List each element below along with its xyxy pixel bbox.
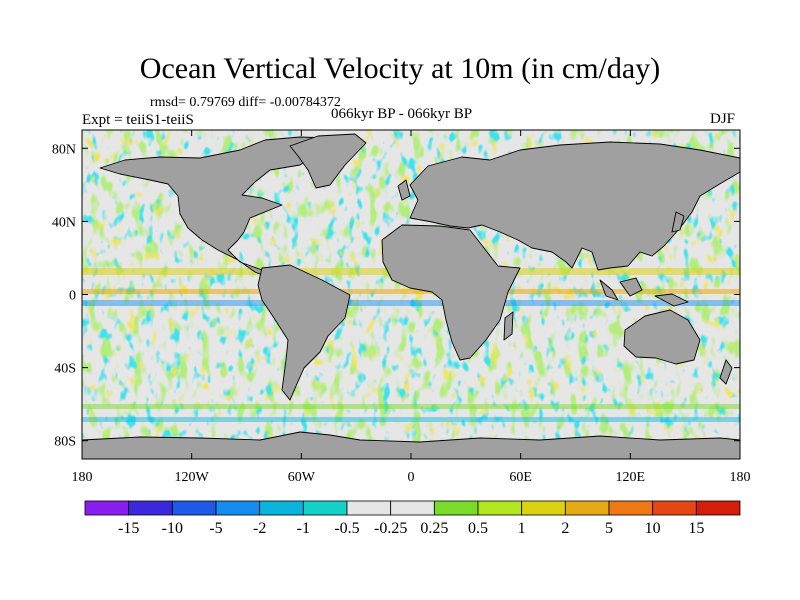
equatorial-band-south xyxy=(82,300,740,306)
colorbar-swatch xyxy=(477,500,523,516)
colorbar-swatch xyxy=(84,500,130,516)
colorbar-swatch xyxy=(521,500,566,516)
colorbar-label: 5 xyxy=(605,520,613,537)
experiment-label: Expt = teiiS1-teiiS xyxy=(82,112,194,128)
equatorial-band xyxy=(82,289,740,294)
colorbar-label: 2 xyxy=(561,520,569,537)
colorbar-label: 1 xyxy=(518,520,526,537)
lat-label: 40S xyxy=(54,362,76,377)
africa xyxy=(381,224,521,361)
map-panel xyxy=(82,130,740,459)
longitude-axis: 180 120W 60W 0 60E 120E 180 xyxy=(72,130,751,485)
period-label: 066kyr BP - 066kyr BP xyxy=(331,106,473,122)
colorbar-label: 10 xyxy=(645,520,661,537)
lat-label: 0 xyxy=(69,289,76,304)
lat-label: 80N xyxy=(52,142,76,157)
colorbar-swatch xyxy=(346,500,392,516)
colorbar: -15 -10 -5 -2 -1 -0.5 -0.25 0.25 0.5 1 2 5 10 15 xyxy=(84,500,741,537)
colorbar-swatch xyxy=(171,500,217,516)
colorbar-swatch xyxy=(390,500,435,516)
colorbar-label: -1 xyxy=(297,520,310,537)
south-america xyxy=(257,264,351,401)
australia xyxy=(623,309,701,365)
colorbar-swatch xyxy=(128,500,173,516)
southern-ocean-band xyxy=(82,404,740,409)
rmsd-diff-stats: rmsd= 0.79769 diff= -0.00784372 xyxy=(150,95,341,110)
land-masses xyxy=(82,133,740,459)
indonesia xyxy=(599,277,643,301)
colorbar-label: 0.5 xyxy=(468,520,488,537)
lon-label: 180 xyxy=(72,470,93,485)
lon-label: 120E xyxy=(616,470,646,485)
lon-label: 0 xyxy=(408,470,415,485)
north-america xyxy=(99,136,331,279)
lat-label: 40N xyxy=(52,215,76,230)
colorbar-label: -0.25 xyxy=(374,520,407,537)
season-label: DJF xyxy=(710,111,736,127)
colorbar-label: -0.5 xyxy=(334,520,359,537)
madagascar xyxy=(503,311,514,341)
colorbar-swatch xyxy=(302,500,348,516)
colorbar-label: 15 xyxy=(688,520,704,537)
colorbar-swatch xyxy=(695,500,741,516)
colorbar-swatch xyxy=(215,500,261,516)
japan xyxy=(671,211,685,233)
new-guinea xyxy=(654,293,689,307)
greenland xyxy=(289,133,367,189)
lon-label: 120W xyxy=(175,470,210,485)
latitude-axis: 80N 40N 0 40S 80S xyxy=(52,142,740,450)
colorbar-label: -5 xyxy=(209,520,222,537)
lon-label: 180 xyxy=(730,470,751,485)
colorbar-label: -15 xyxy=(118,520,139,537)
colorbar-swatch xyxy=(564,500,610,516)
colorbar-label: 0.25 xyxy=(420,520,448,537)
colorbar-swatch xyxy=(259,500,304,516)
colorbar-swatch xyxy=(652,500,697,516)
lat-label: 80S xyxy=(54,435,76,450)
colorbar-label: -2 xyxy=(253,520,266,537)
eurasia xyxy=(409,141,740,271)
colorbar-label: -10 xyxy=(162,520,183,537)
british-isles xyxy=(397,179,411,201)
lon-label: 60E xyxy=(509,470,532,485)
antarctica xyxy=(82,431,740,459)
colorbar-swatch xyxy=(608,500,654,516)
plot-title: Ocean Vertical Velocity at 10m (in cm/da… xyxy=(139,52,661,85)
colorbar-swatch xyxy=(433,500,479,516)
lon-label: 60W xyxy=(288,470,316,485)
new-zealand xyxy=(719,359,733,385)
southern-ocean-band-2 xyxy=(82,417,740,422)
